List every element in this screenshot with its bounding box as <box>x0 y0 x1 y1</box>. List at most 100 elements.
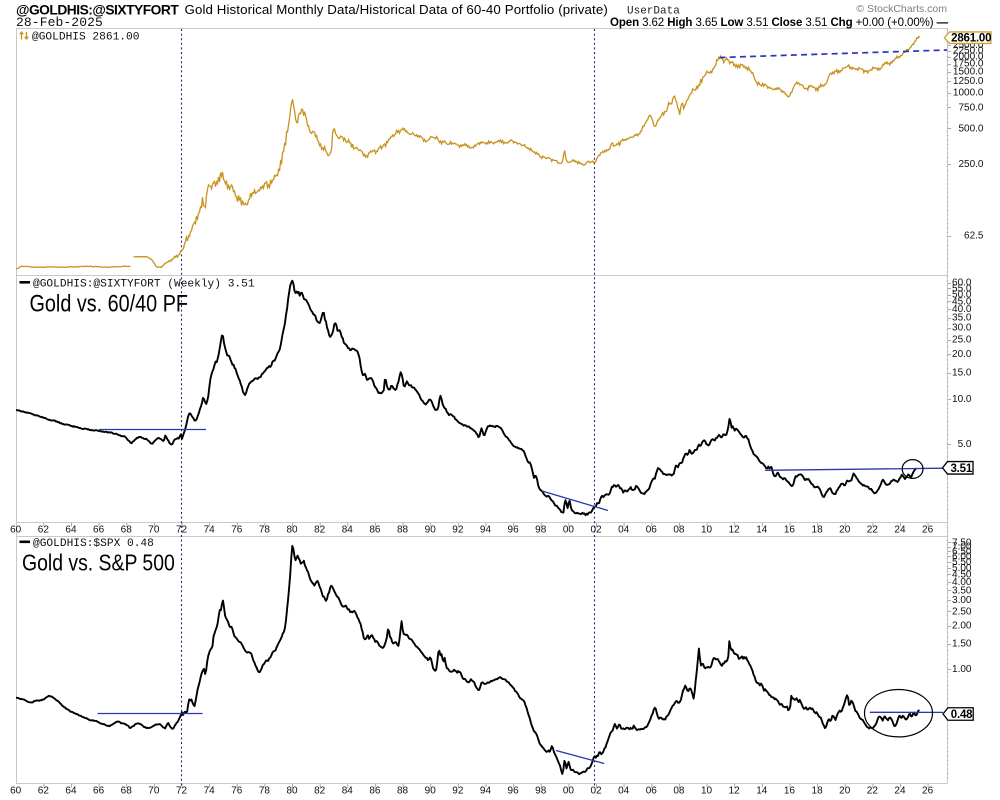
svg-text:28-Feb-2025: 28-Feb-2025 <box>16 15 103 30</box>
svg-text:@GOLDHIS:@SIXTYFORT: @GOLDHIS:@SIXTYFORT <box>16 3 179 18</box>
svg-text:6.50: 6.50 <box>952 546 972 557</box>
svg-text:00: 00 <box>563 525 575 536</box>
svg-text:50.0: 50.0 <box>952 290 972 301</box>
svg-text:08: 08 <box>673 786 685 797</box>
svg-text:16: 16 <box>784 786 796 797</box>
svg-text:60.0: 60.0 <box>952 278 972 289</box>
svg-text:500.0: 500.0 <box>958 123 983 134</box>
svg-text:84: 84 <box>342 525 354 536</box>
svg-text:@GOLDHIS:@SIXTYFORT (Weekly) 3: @GOLDHIS:@SIXTYFORT (Weekly) 3.51 <box>33 279 255 291</box>
svg-text:2250.0: 2250.0 <box>953 46 984 57</box>
svg-text:64: 64 <box>65 786 77 797</box>
svg-text:1.00: 1.00 <box>952 664 972 675</box>
svg-text:2.50: 2.50 <box>952 606 972 617</box>
svg-text:1500.0: 1500.0 <box>953 67 984 78</box>
svg-text:@GOLDHIS 2861.00: @GOLDHIS 2861.00 <box>32 32 140 44</box>
svg-text:20: 20 <box>839 786 851 797</box>
svg-text:7.50: 7.50 <box>952 537 972 548</box>
svg-text:72: 72 <box>176 786 188 797</box>
svg-text:2000.0: 2000.0 <box>953 52 984 63</box>
svg-text:26: 26 <box>922 786 934 797</box>
svg-text:90: 90 <box>425 786 437 797</box>
svg-text:55.0: 55.0 <box>952 283 972 294</box>
svg-text:12: 12 <box>729 786 741 797</box>
svg-text:80: 80 <box>286 786 298 797</box>
svg-text:18: 18 <box>812 525 824 536</box>
svg-text:5.00: 5.00 <box>952 563 972 574</box>
svg-text:3.00: 3.00 <box>952 595 972 606</box>
svg-text:80: 80 <box>286 525 298 536</box>
svg-text:4.00: 4.00 <box>952 577 972 588</box>
svg-text:24: 24 <box>894 525 906 536</box>
svg-text:18: 18 <box>812 786 824 797</box>
svg-text:62: 62 <box>38 786 50 797</box>
svg-text:98: 98 <box>535 786 547 797</box>
svg-text:76: 76 <box>231 525 243 536</box>
svg-text:1750.0: 1750.0 <box>953 59 984 70</box>
svg-text:06: 06 <box>646 786 658 797</box>
svg-text:04: 04 <box>618 786 630 797</box>
svg-text:3.51: 3.51 <box>950 463 972 475</box>
svg-text:4.50: 4.50 <box>952 569 972 580</box>
svg-text:1000.0: 1000.0 <box>953 88 984 99</box>
svg-text:45.0: 45.0 <box>952 296 972 307</box>
svg-text:15.0: 15.0 <box>952 368 972 379</box>
svg-text:68: 68 <box>121 786 133 797</box>
svg-text:1250.0: 1250.0 <box>953 76 984 87</box>
svg-text:08: 08 <box>673 525 685 536</box>
svg-text:1.50: 1.50 <box>952 639 972 650</box>
svg-text:20: 20 <box>839 525 851 536</box>
svg-text:6.00: 6.00 <box>952 551 972 562</box>
svg-text:78: 78 <box>259 786 271 797</box>
svg-text:96: 96 <box>508 525 520 536</box>
svg-text:5.0: 5.0 <box>958 439 972 450</box>
svg-text:3.50: 3.50 <box>952 585 972 596</box>
svg-text:10.0: 10.0 <box>952 394 972 405</box>
svg-text:76: 76 <box>231 786 243 797</box>
svg-text:2861.00: 2861.00 <box>951 33 991 45</box>
svg-text:16: 16 <box>784 525 796 536</box>
svg-text:72: 72 <box>176 525 188 536</box>
svg-text:Gold Historical Monthly Data/H: Gold Historical Monthly Data/Historical … <box>185 2 608 17</box>
svg-text:Open 3.62 High 3.65 Low 3.51 C: Open 3.62 High 3.65 Low 3.51 Close 3.51 … <box>610 17 949 29</box>
svg-text:14: 14 <box>756 786 768 797</box>
svg-text:© StockCharts.com: © StockCharts.com <box>856 3 947 15</box>
svg-text:25.0: 25.0 <box>952 335 972 346</box>
svg-text:24: 24 <box>894 786 906 797</box>
svg-text:62.5: 62.5 <box>964 231 984 242</box>
svg-text:02: 02 <box>590 786 602 797</box>
svg-text:40.0: 40.0 <box>952 304 972 315</box>
svg-text:64: 64 <box>65 525 77 536</box>
svg-text:62: 62 <box>38 525 50 536</box>
svg-text:96: 96 <box>508 786 520 797</box>
svg-text:94: 94 <box>480 786 492 797</box>
svg-text:66: 66 <box>93 525 105 536</box>
svg-text:02: 02 <box>590 525 602 536</box>
svg-text:7.00: 7.00 <box>952 542 972 553</box>
svg-text:10: 10 <box>701 525 713 536</box>
svg-text:70: 70 <box>148 525 160 536</box>
svg-text:66: 66 <box>93 786 105 797</box>
svg-text:00: 00 <box>563 786 575 797</box>
svg-text:86: 86 <box>369 525 381 536</box>
svg-text:82: 82 <box>314 525 326 536</box>
svg-text:82: 82 <box>314 786 326 797</box>
svg-text:0.48: 0.48 <box>951 709 973 721</box>
svg-text:250.0: 250.0 <box>958 159 983 170</box>
svg-text:74: 74 <box>204 525 216 536</box>
svg-text:Gold vs. 60/40 PF: Gold vs. 60/40 PF <box>30 291 189 318</box>
svg-text:12: 12 <box>729 525 741 536</box>
svg-text:86: 86 <box>369 786 381 797</box>
svg-text:88: 88 <box>397 525 409 536</box>
svg-text:04: 04 <box>618 525 630 536</box>
svg-text:750.0: 750.0 <box>958 102 983 113</box>
svg-text:90: 90 <box>425 525 437 536</box>
svg-text:2.00: 2.00 <box>952 621 972 632</box>
svg-text:20.0: 20.0 <box>952 349 972 360</box>
svg-text:UserData: UserData <box>627 6 680 18</box>
svg-text:06: 06 <box>646 525 658 536</box>
svg-text:22: 22 <box>867 786 879 797</box>
svg-text:14: 14 <box>756 525 768 536</box>
svg-text:35.0: 35.0 <box>952 313 972 324</box>
svg-text:94: 94 <box>480 525 492 536</box>
